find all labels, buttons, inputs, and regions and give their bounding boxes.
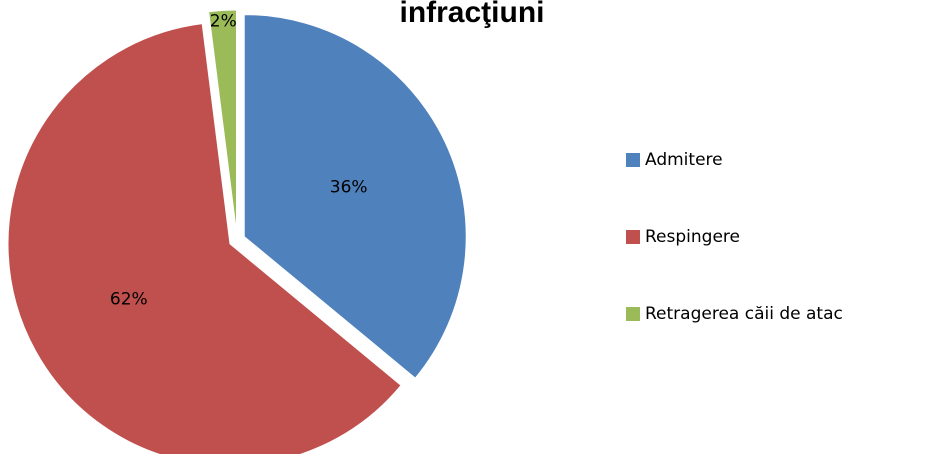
legend-swatch [626,153,640,167]
legend-label: Admitere [645,150,723,170]
pie-slice [7,23,402,454]
slice-label: 2% [210,12,237,32]
chart-title: infracţiuni [399,0,544,29]
legend-label: Respingere [645,227,740,247]
legend-swatch [626,230,640,244]
slice-label: 36% [330,177,368,197]
legend-swatch [626,307,640,321]
slice-label: 62% [110,289,148,309]
pie-slice [243,14,467,379]
pie-slice [208,9,237,233]
legend-label: Retragerea căii de atac [645,304,843,324]
